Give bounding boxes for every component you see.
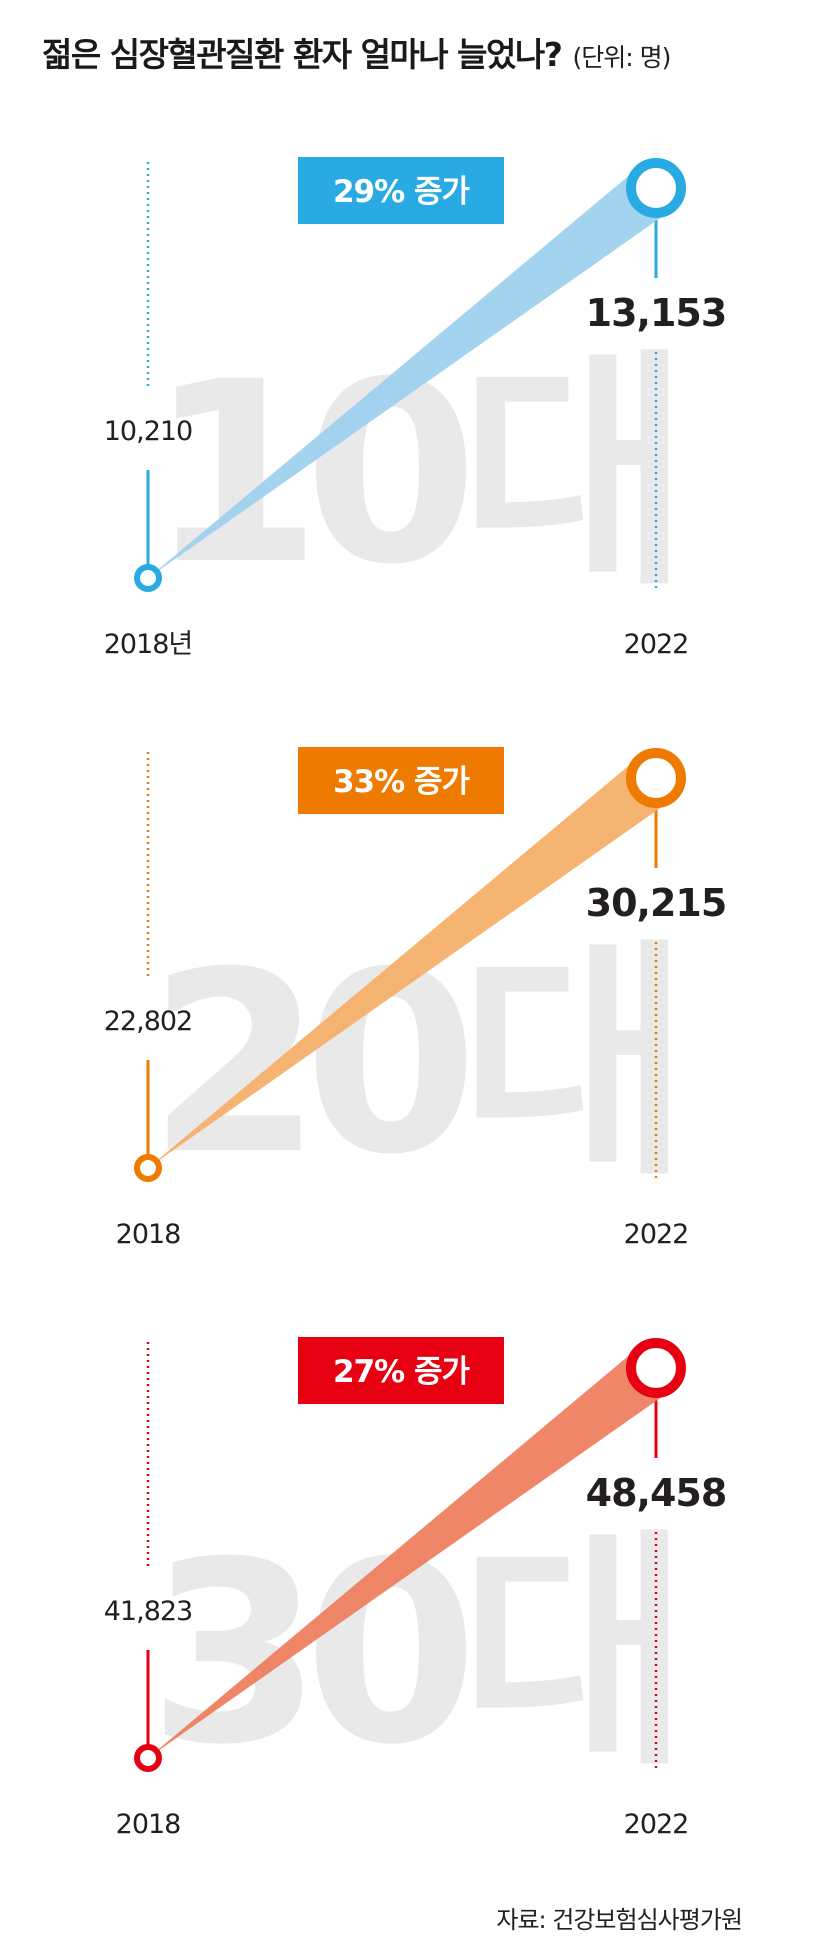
value-label-end: 30,215 — [586, 881, 727, 925]
year-label-start: 2018 — [116, 1219, 181, 1250]
increase-badge — [298, 1337, 504, 1404]
title-block: 젊은 심장혈관질환 환자 얼마나 늘었나? (단위: 명) — [42, 28, 802, 76]
page-title: 젊은 심장혈관질환 환자 얼마나 늘었나? — [42, 35, 563, 74]
value-label-start: 10,210 — [104, 416, 192, 447]
marker-end — [626, 748, 686, 808]
year-label-end: 2022 — [624, 1809, 689, 1840]
increase-badge — [298, 747, 504, 814]
source-note: 자료: 건강보험심사평가원 — [496, 1906, 743, 1934]
increase-label: 29% 증가 — [333, 174, 471, 210]
value-label-start: 22,802 — [104, 1006, 192, 1037]
trend-band — [148, 166, 673, 578]
value-label-start: 41,823 — [104, 1596, 192, 1627]
value-label-end: 48,458 — [586, 1471, 727, 1515]
year-label-start: 2018년 — [104, 629, 193, 660]
trend-band — [148, 1346, 673, 1758]
marker-start — [134, 564, 162, 592]
marker-start — [134, 1154, 162, 1182]
increase-label: 33% 증가 — [333, 764, 471, 800]
increase-label: 27% 증가 — [333, 1354, 471, 1390]
marker-start — [134, 1744, 162, 1772]
year-label-start: 2018 — [116, 1809, 181, 1840]
year-label-end: 2022 — [624, 1219, 689, 1250]
increase-badge — [298, 157, 504, 224]
marker-end — [626, 1338, 686, 1398]
year-label-end: 2022 — [624, 629, 689, 660]
marker-end — [626, 158, 686, 218]
unit-note: (단위: 명) — [572, 43, 671, 72]
value-label-end: 13,153 — [586, 291, 727, 335]
trend-band — [148, 756, 673, 1168]
